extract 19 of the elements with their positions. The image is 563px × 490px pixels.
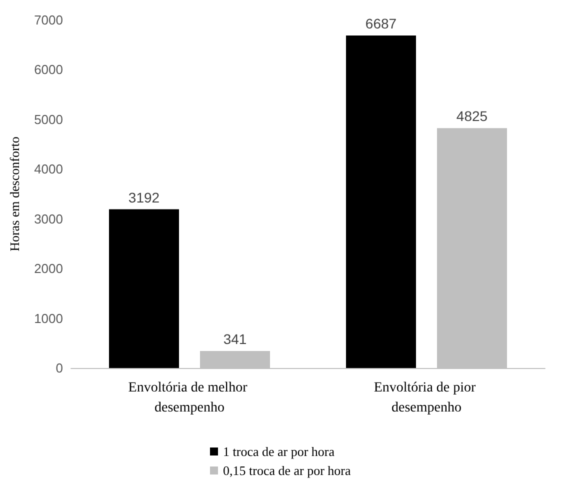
- data-label: 4825: [456, 108, 488, 124]
- bar: [346, 36, 416, 368]
- y-tick-label: 4000: [34, 162, 63, 177]
- x-tick-label: Envoltória de pior desempenho: [374, 380, 480, 416]
- legend-label: 0,15 troca de ar por hora: [223, 463, 352, 478]
- data-label: 6687: [365, 16, 397, 32]
- y-tick-label: 5000: [34, 112, 63, 127]
- y-tick-label: 7000: [34, 12, 63, 28]
- y-tick-label: 1000: [34, 310, 63, 326]
- data-label: 341: [223, 331, 247, 348]
- y-tick-label: 2000: [34, 261, 63, 276]
- x-tick-label: Envoltória de melhor desempenho: [128, 380, 251, 416]
- legend-label: 1 troca de ar por hora: [223, 444, 335, 459]
- data-label: 3192: [128, 189, 160, 206]
- y-tick-label: 6000: [34, 62, 63, 78]
- y-tick-label: 3000: [34, 211, 63, 226]
- y-axis-title: Horas em desconforto: [7, 136, 22, 252]
- y-tick-label: 0: [56, 360, 63, 376]
- bar: [109, 209, 179, 368]
